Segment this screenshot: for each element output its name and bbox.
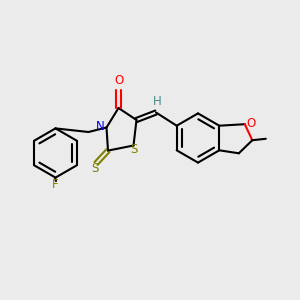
Text: O: O xyxy=(246,117,256,130)
Text: S: S xyxy=(131,142,138,156)
Text: H: H xyxy=(153,94,162,108)
Text: N: N xyxy=(96,119,105,133)
Text: S: S xyxy=(91,161,98,175)
Text: F: F xyxy=(52,178,59,191)
Text: O: O xyxy=(115,74,124,87)
